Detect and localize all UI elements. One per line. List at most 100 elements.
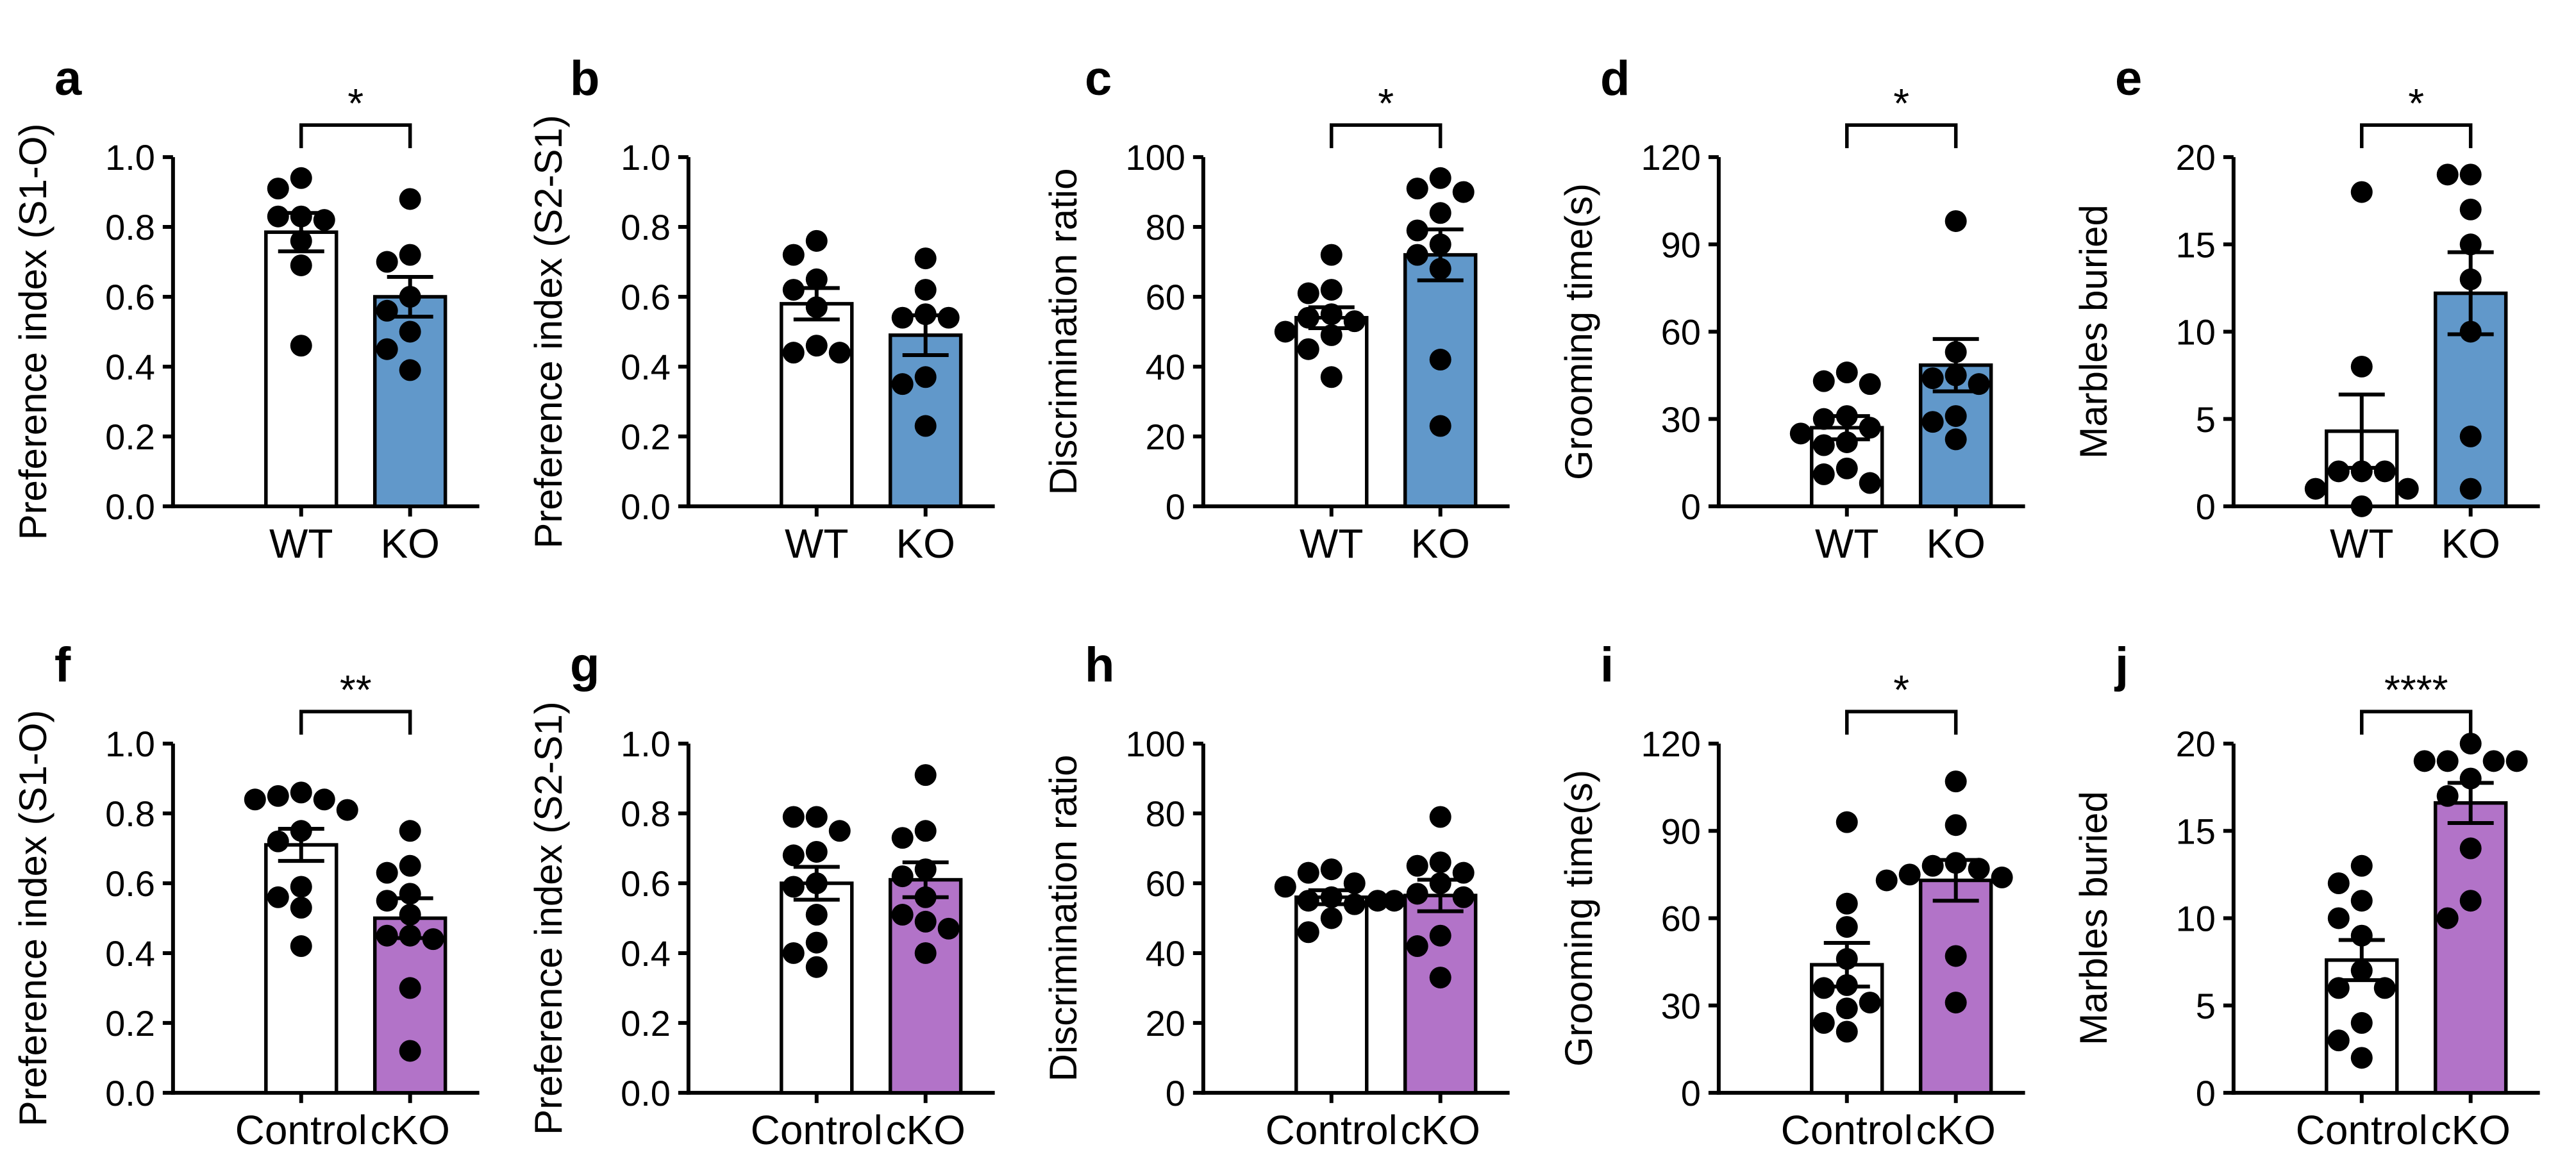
data-point [891,865,914,888]
data-point [805,806,828,828]
data-point [1406,178,1428,200]
data-point [2437,750,2459,772]
panel-i: i 0 30 60 90 120 Grooming time(s) Control cKO * [1546,586,2061,1173]
data-point [1921,411,1944,433]
x-category-label: Control [1780,1107,1912,1153]
data-point [1343,893,1366,915]
data-point [1812,1011,1835,1034]
x-category-label: WT [2330,520,2393,567]
data-point [2437,785,2459,807]
significance-marker: * [347,80,364,126]
significance-marker: * [2409,80,2425,126]
data-point [376,890,398,912]
y-tick-label: 20 [1146,417,1185,457]
data-point [805,268,828,290]
data-point [891,306,914,329]
x-category-label: Control [2296,1107,2428,1153]
data-point [2460,890,2482,912]
x-category-label: cKO [370,1107,449,1153]
data-point [1320,886,1342,908]
data-point [1297,338,1319,360]
y-tick-label: 0.0 [621,1073,671,1113]
data-point [376,251,398,273]
data-point [782,844,805,867]
y-tick-label: 0 [2196,1073,2216,1113]
data-point [2351,960,2373,982]
x-category-label: KO [380,520,439,567]
significance-bracket [1844,710,1958,735]
data-point [1452,861,1475,884]
y-axis-label: Preference index (S2-S1) [527,115,570,548]
y-tick-label: 0.2 [621,417,671,457]
data-point [1297,921,1319,944]
panel-letter: j [2114,638,2129,692]
data-point [914,858,937,881]
data-point [290,254,312,276]
bar-KO [1403,253,1478,508]
y-tick-label: 0.2 [621,1003,671,1044]
data-point [267,886,289,908]
data-point [1297,306,1319,329]
data-point [1898,863,1921,886]
data-point [1383,890,1405,912]
data-point [914,910,937,933]
data-point [2460,733,2482,755]
y-tick-label: 40 [1146,347,1185,387]
data-point [1320,366,1342,388]
data-point [399,359,421,381]
panel-b: b 0.0 0.2 0.4 0.6 0.8 1.0 Preference index (S2-… [515,0,1031,586]
data-point [1429,415,1451,437]
panel-letter: g [570,638,599,692]
data-point [1836,997,1858,1020]
data-point [1452,181,1475,203]
y-tick-label: 0.4 [105,347,155,387]
data-point [1343,310,1366,333]
y-tick-label: 30 [1660,986,1700,1026]
y-tick-label: 40 [1146,933,1185,974]
data-point [1452,886,1475,908]
y-tick-label: 0.8 [105,207,155,247]
data-point [2437,163,2459,186]
data-point [1297,861,1319,884]
data-point [267,205,289,228]
data-point [1320,303,1342,326]
data-point [2460,233,2482,256]
bar-cKO [1918,878,1993,1095]
data-point [1836,974,1858,996]
y-tick-label: 80 [1146,794,1185,834]
panel-letter: a [54,51,82,106]
y-tick-label: 30 [1660,399,1700,440]
data-point [1968,373,1990,395]
data-point [2328,460,2350,483]
data-point [1343,872,1366,894]
y-tick-label: 100 [1126,137,1185,178]
data-point [914,886,937,908]
data-point [1921,367,1944,390]
data-point [1836,457,1858,479]
data-point [1406,854,1428,877]
data-point [399,320,421,343]
data-point [1429,872,1451,894]
data-point [1836,362,1858,384]
data-point [1320,858,1342,881]
data-point [914,820,937,842]
y-tick-label: 0.4 [105,933,155,974]
data-point [2460,268,2482,290]
data-point [2328,977,2350,999]
panel-letter: c [1085,51,1112,106]
data-point [1945,945,1967,967]
data-point [2460,320,2482,343]
panel-e-chart: e 0 5 10 15 20 Marbles buried WT KO * [2072,51,2541,567]
data-point [290,781,312,804]
x-category-label: WT [1815,520,1878,567]
y-axis-label: Grooming time(s) [1557,770,1600,1067]
data-point [399,977,421,999]
data-point [782,279,805,301]
data-point [376,924,398,947]
data-point [1859,472,1881,494]
significance-bracket [299,710,412,735]
data-point [805,840,828,863]
data-point [1406,935,1428,958]
significance-marker: * [1893,667,1909,713]
